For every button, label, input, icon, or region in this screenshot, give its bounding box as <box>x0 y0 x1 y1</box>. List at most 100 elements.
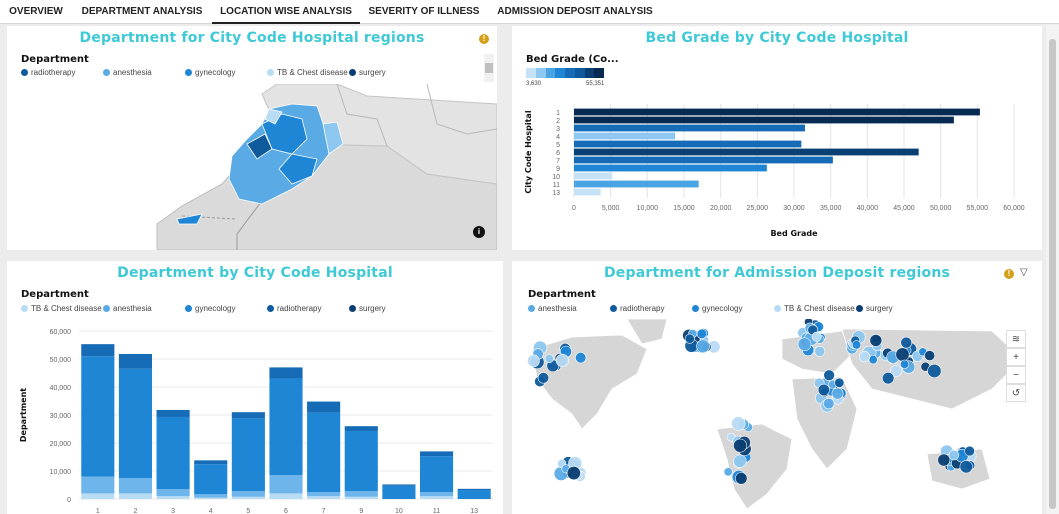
map-point <box>890 364 903 377</box>
legend-item-tb-chest[interactable]: TB & Chest disease <box>267 68 348 77</box>
map-point <box>959 460 973 474</box>
x-tick-label: 40,000 <box>857 205 879 212</box>
tab-severity-of-illness[interactable]: SEVERITY OF ILLNESS <box>368 6 480 17</box>
color-scale-step <box>574 68 585 78</box>
map-region-gynecology[interactable] <box>176 213 203 225</box>
map-region-tb-chest[interactable] <box>264 108 283 125</box>
tab-location-wise-analysis[interactable]: LOCATION WISE ANALYSIS <box>212 0 360 24</box>
legend-dot <box>21 69 28 76</box>
bar-segment <box>156 409 190 417</box>
legend-item-tb-chest[interactable]: TB & Chest disease <box>774 304 855 313</box>
y-tick-label: 13 <box>552 190 560 197</box>
bar-segment <box>457 490 491 499</box>
y-tick-label: 10 <box>552 174 560 181</box>
reset-view-icon[interactable]: ↺ <box>1006 384 1026 402</box>
bar-segment <box>194 464 228 495</box>
y-tick-label: 0 <box>67 497 71 504</box>
x-tick-label: 1 <box>96 508 100 514</box>
y-tick-label: 1 <box>556 110 560 117</box>
warning-icon[interactable]: ! <box>479 34 489 44</box>
filter-icon[interactable]: ▽ <box>1020 267 1028 278</box>
map-north-africa[interactable] <box>7 84 497 250</box>
y-tick-label: 50,000 <box>50 357 72 364</box>
x-tick-label: 11 <box>433 508 440 514</box>
x-tick-label: 15,000 <box>673 205 695 212</box>
legend-item-tb-chest[interactable]: TB & Chest disease <box>21 304 102 313</box>
legend-item-radiotherapy[interactable]: radiotherapy <box>610 304 664 313</box>
map-point <box>882 371 895 385</box>
color-scale-step <box>584 68 595 78</box>
legend-dot <box>21 305 28 312</box>
legend-item-surgery[interactable]: surgery <box>856 304 893 313</box>
page-scrollbar-thumb[interactable] <box>1049 39 1056 509</box>
legend-item-anesthesia[interactable]: anesthesia <box>103 304 152 313</box>
x-tick-label: 50,000 <box>930 205 952 212</box>
info-icon[interactable]: i <box>473 226 485 238</box>
bar-segment <box>81 356 115 477</box>
map-point <box>733 454 747 468</box>
layers-icon[interactable]: ≋ <box>1006 330 1026 348</box>
legend-dot <box>349 305 356 312</box>
map-region-radiotherapy[interactable] <box>246 133 273 160</box>
legend-dot <box>267 305 274 312</box>
map-point <box>544 354 554 364</box>
color-scale-step <box>594 68 604 78</box>
bar-segment <box>231 491 265 497</box>
y-tick-label: 4 <box>556 134 560 141</box>
map-border <box>336 84 388 147</box>
map-region-anesthesia[interactable] <box>322 121 344 155</box>
legend-dot <box>185 305 192 312</box>
zoom-in-icon[interactable]: + <box>1006 348 1026 366</box>
x-tick-label: 3 <box>171 508 175 514</box>
x-tick-label: 13 <box>470 508 478 514</box>
y-axis-label: Department <box>19 388 28 442</box>
bar-segment <box>307 412 341 492</box>
map-point <box>566 466 581 481</box>
y-tick-label: 60,000 <box>50 329 72 336</box>
map-region-gynecology[interactable] <box>278 153 318 185</box>
legend-scrollbar-thumb[interactable] <box>485 63 493 73</box>
panel-title: Department for Admission Deposit regions <box>603 265 951 281</box>
y-tick-label: 10,000 <box>50 469 72 476</box>
map-point <box>900 336 913 349</box>
legend-item-radiotherapy[interactable]: radiotherapy <box>267 304 321 313</box>
map-point <box>733 438 748 453</box>
map-point <box>731 416 746 431</box>
page-scrollbar[interactable] <box>1046 25 1059 514</box>
map-point <box>924 350 936 362</box>
legend-item-anesthesia[interactable]: anesthesia <box>103 68 152 77</box>
map-point <box>851 340 862 350</box>
legend-item-gynecology[interactable]: gynecology <box>185 304 235 313</box>
y-tick-label: 20,000 <box>50 441 72 448</box>
legend-label: gynecology <box>702 304 743 313</box>
bar-segment <box>344 426 378 431</box>
tab-overview[interactable]: OVERVIEW <box>9 6 63 17</box>
map-point <box>937 453 951 467</box>
legend-item-anesthesia[interactable]: anesthesia <box>528 304 577 313</box>
panel-title: Bed Grade by City Code Hospital <box>645 30 909 46</box>
legend-scrollbar[interactable] <box>484 54 494 82</box>
world-map[interactable] <box>512 319 1042 514</box>
x-tick-label: 9 <box>359 508 363 514</box>
zoom-out-icon[interactable]: − <box>1006 366 1026 384</box>
tab-admission-deposit-analysis[interactable]: ADMISSION DEPOSIT ANALYSIS <box>497 6 653 17</box>
legend-label: radiotherapy <box>620 304 665 313</box>
legend-item-radiotherapy[interactable]: radiotherapy <box>21 68 75 77</box>
bed-grade-bar-chart: 0 5,000 10,000 15,000 20,000 25,000 30,000 35,0… <box>524 104 1025 238</box>
legend-item-surgery[interactable]: surgery <box>349 68 386 77</box>
legend-item-gynecology[interactable]: gynecology <box>185 68 235 77</box>
tab-department-analysis[interactable]: DEPARTMENT ANALYSIS <box>81 6 203 17</box>
bar <box>574 164 767 172</box>
legend-item-gynecology[interactable]: gynecology <box>692 304 742 313</box>
warning-icon[interactable]: ! <box>1004 269 1014 279</box>
legend-item-surgery[interactable]: surgery <box>349 304 386 313</box>
x-tick-label: 20,000 <box>710 205 732 212</box>
bar-segment <box>419 496 454 499</box>
bar <box>574 156 833 164</box>
bar-segment <box>118 478 153 494</box>
map-point <box>831 387 844 400</box>
legend-dot <box>267 69 274 76</box>
bar-segment <box>269 367 303 379</box>
map-point <box>537 372 550 384</box>
bar-segment <box>419 492 454 497</box>
